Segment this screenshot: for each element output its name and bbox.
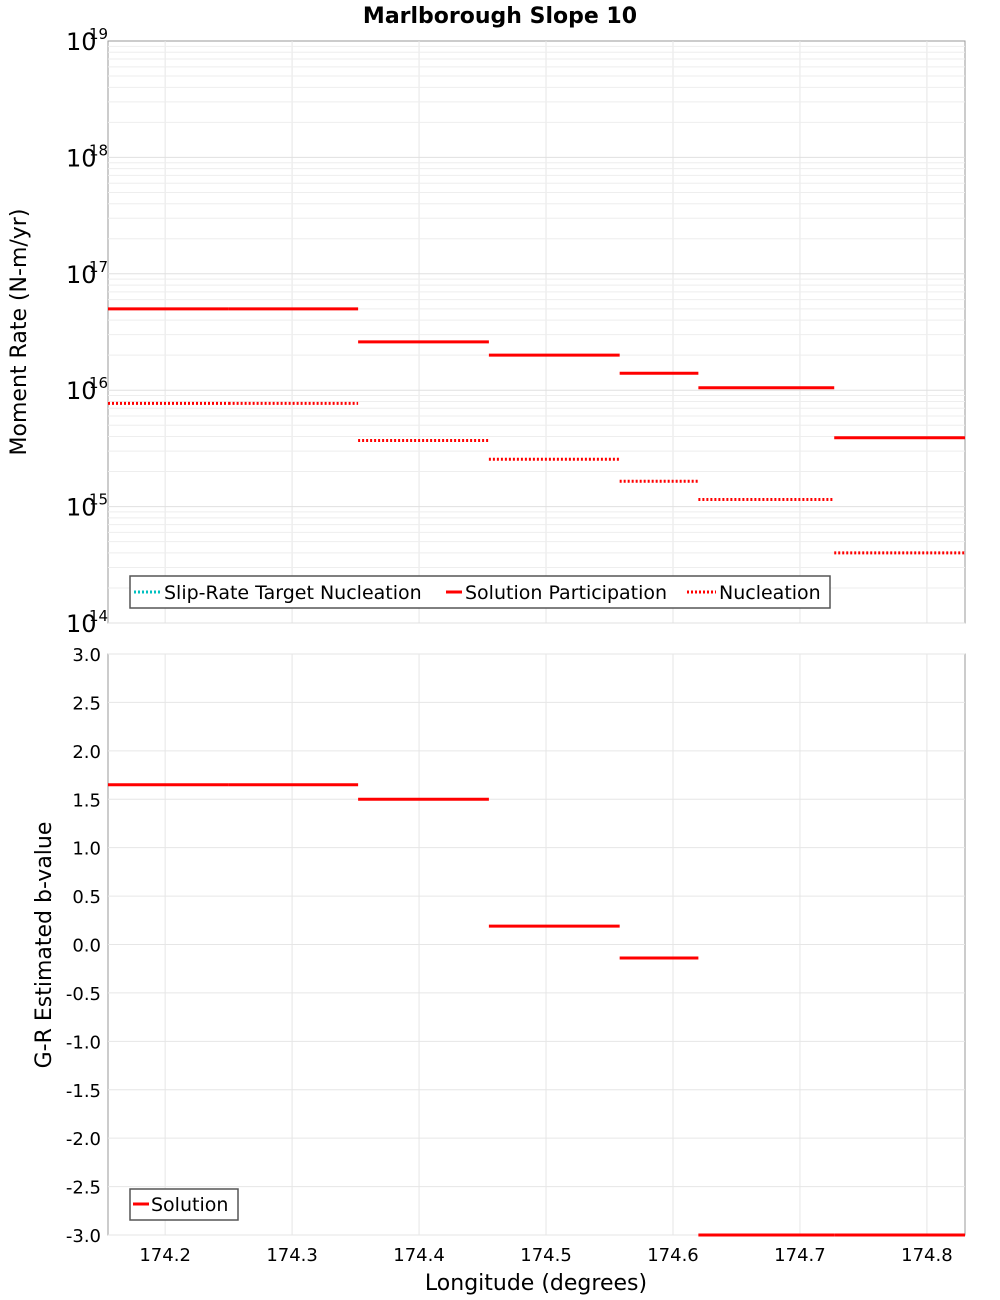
b-value-y-tick-label: 1.5 — [72, 790, 101, 811]
legend-label-nucleation: Nucleation — [719, 582, 821, 604]
b-value-panel: 3.0 2.5 2.0 1.5 1.0 0.5 0.0 -0.5 -1.0 -1.5 -2.0 -2.… — [32, 645, 966, 1296]
moment-rate-series — [108, 307, 965, 555]
longitude-x-ticks: 174.2 174.3 174.4 174.5 174.6 174.7 174.8 — [139, 1245, 952, 1266]
x-tick-label: 174.2 — [139, 1245, 191, 1266]
moment-rate-y-tick-label: 10 — [66, 494, 97, 522]
legend-label-solution: Solution — [151, 1194, 228, 1216]
x-tick-label: 174.4 — [393, 1245, 445, 1266]
moment-rate-y-tick-exponent: 15 — [89, 491, 108, 509]
b-value-series — [108, 783, 965, 1237]
moment-rate-y-axis-label: Moment Rate (N-m/yr) — [7, 209, 32, 456]
b-value-y-tick-label: -3.0 — [66, 1226, 101, 1247]
b-value-y-tick-label: 3.0 — [72, 645, 101, 666]
legend-label-solution-participation: Solution Participation — [465, 582, 667, 604]
moment-rate-y-tick-exponent: 19 — [89, 25, 108, 43]
moment-rate-y-tick-label: 10 — [66, 377, 97, 405]
b-value-y-tick-label: -1.0 — [66, 1032, 101, 1053]
x-tick-label: 174.5 — [520, 1245, 572, 1266]
moment-rate-plot-area — [107, 40, 966, 624]
b-value-y-tick-label: 1.0 — [72, 839, 101, 860]
x-tick-label: 174.6 — [647, 1245, 699, 1266]
moment-rate-y-tick-label: 10 — [66, 28, 97, 56]
moment-rate-y-tick-label: 10 — [66, 610, 97, 638]
x-tick-label: 174.8 — [901, 1245, 953, 1266]
moment-rate-y-tick-label: 10 — [66, 261, 97, 289]
b-value-y-tick-label: 0.0 — [72, 936, 101, 957]
legend-label-slip-rate-target-nucleation: Slip-Rate Target Nucleation — [164, 582, 422, 604]
x-tick-label: 174.3 — [266, 1245, 318, 1266]
moment-rate-y-tick-label: 10 — [66, 144, 97, 172]
b-value-y-axis-label: G-R Estimated b-value — [32, 822, 57, 1069]
x-tick-label: 174.7 — [774, 1245, 826, 1266]
b-value-y-tick-label: -0.5 — [66, 984, 101, 1005]
moment-rate-y-tick-exponent: 16 — [89, 374, 108, 392]
b-value-legend: Solution — [129, 1188, 239, 1221]
moment-rate-y-tick-exponent: 18 — [89, 141, 108, 159]
chart-title: Marlborough Slope 10 — [363, 4, 637, 29]
b-value-y-tick-label: -1.5 — [66, 1081, 101, 1102]
b-value-y-tick-label: -2.5 — [66, 1178, 101, 1199]
b-value-y-tick-label: -2.0 — [66, 1129, 101, 1150]
b-value-y-tick-label: 2.5 — [72, 693, 101, 714]
b-value-y-tick-label: 0.5 — [72, 887, 101, 908]
moment-rate-legend-box — [129, 575, 831, 609]
moment-rate-y-tick-exponent: 14 — [89, 607, 108, 625]
x-axis-label: Longitude (degrees) — [425, 1271, 647, 1296]
b-value-y-ticks: 3.0 2.5 2.0 1.5 1.0 0.5 0.0 -0.5 -1.0 -1.5 -2.0 -2.… — [66, 645, 101, 1247]
moment-rate-y-tick-exponent: 17 — [89, 258, 108, 276]
moment-rate-legend: Slip-Rate Target Nucleation Solution Par… — [129, 575, 831, 609]
b-value-y-tick-label: 2.0 — [72, 742, 101, 763]
